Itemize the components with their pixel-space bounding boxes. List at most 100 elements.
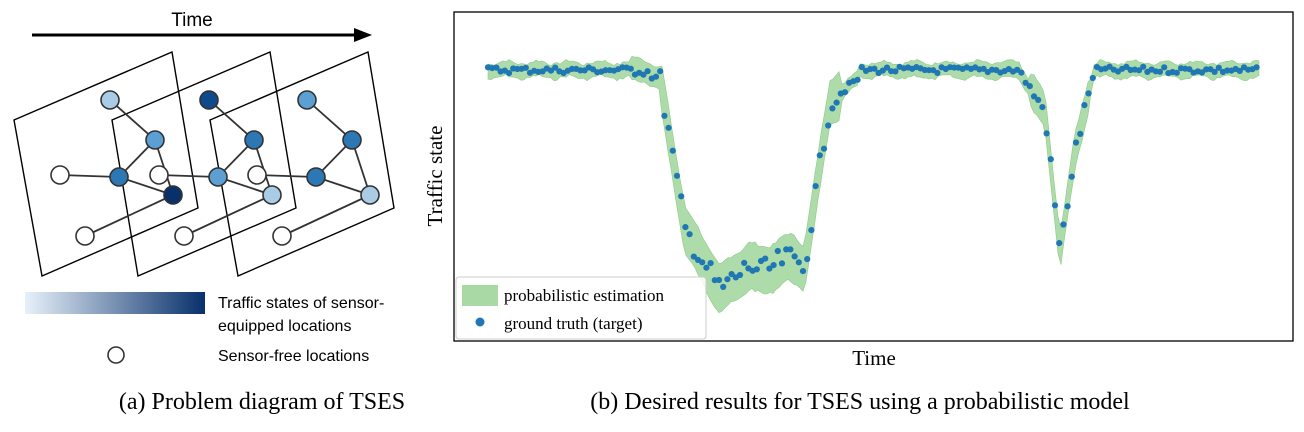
sensor-free-node	[272, 226, 292, 246]
ground-truth-point	[673, 172, 681, 179]
sensor-equipped-node	[360, 185, 380, 205]
time-arrow-head	[354, 28, 372, 42]
sensor-free-node	[50, 165, 70, 185]
ground-truth-point	[640, 71, 647, 78]
ground-truth-point	[1186, 66, 1193, 73]
sensor-equipped-node	[342, 130, 362, 150]
sensor-free-node	[75, 226, 95, 246]
sensor-equipped-node	[244, 130, 264, 150]
ground-truth-point	[741, 259, 748, 266]
ground-truth-point	[678, 193, 685, 200]
problem-diagram-svg: Time Traffic states of sensor- equipped …	[13, 10, 405, 415]
caption-b: (b) Desired results for TSES using a pro…	[590, 389, 1130, 415]
sensor-equipped-node	[306, 167, 326, 187]
ground-truth-point	[1253, 64, 1260, 71]
ground-truth-point	[799, 268, 807, 275]
ground-truth-point	[829, 105, 836, 112]
sensor-free-legend-marker	[107, 346, 125, 364]
sensor-equipped-node	[262, 185, 282, 205]
ground-truth-point	[871, 65, 878, 72]
probabilistic-estimation-band	[487, 55, 1260, 313]
ground-truth-point	[736, 271, 744, 279]
ground-truth-point	[820, 145, 828, 152]
legend-box	[455, 276, 707, 340]
traffic-state-gradient-bar	[25, 292, 205, 314]
ground-truth-point	[1018, 69, 1025, 76]
ground-truth-point	[1068, 173, 1075, 180]
ground-truth-point	[833, 99, 840, 106]
graph-edge	[59, 174, 120, 178]
panel-a-problem-diagram: Time Traffic states of sensor- equipped …	[0, 0, 440, 427]
ground-truth-point	[804, 256, 811, 263]
ground-truth-point	[505, 70, 513, 77]
ground-truth-point	[1135, 67, 1143, 74]
ground-truth-point	[762, 255, 769, 262]
ground-truth-point	[753, 266, 760, 273]
ground-truth-point	[1173, 69, 1180, 76]
ground-truth-point	[854, 76, 861, 83]
ground-truth-point	[682, 224, 689, 231]
graph-edge	[183, 194, 273, 237]
ground-truth-point	[661, 112, 668, 119]
ground-truth-point	[657, 68, 664, 75]
sensor-equipped-node	[199, 90, 219, 110]
ground-truth-point	[1030, 93, 1038, 100]
ground-truth-point	[552, 64, 559, 71]
ground-truth-point	[795, 259, 802, 266]
graph-nodes	[50, 90, 380, 246]
y-axis-label: Traffic state	[423, 126, 447, 227]
gradient-label-line1: Traffic states of sensor-	[218, 295, 384, 312]
sensor-free-node	[174, 226, 194, 246]
ground-truth-point	[774, 247, 781, 255]
ground-truth-point	[1236, 67, 1243, 74]
ground-truth-point	[1047, 156, 1054, 163]
ground-truth-point	[627, 65, 634, 72]
ground-truth-point	[1140, 63, 1147, 70]
time-arrow-label: Time	[171, 10, 213, 31]
time-frame-1	[13, 51, 199, 277]
graph-edge	[158, 174, 219, 178]
ground-truth-point	[808, 227, 815, 234]
ground-truth-point	[686, 231, 693, 238]
caption-a: (a) Problem diagram of TSES	[119, 389, 405, 415]
ground-truth-point	[1060, 221, 1067, 228]
ground-truth-point	[720, 283, 727, 290]
estimation-chart-svg: probabilistic estimation ground truth (t…	[423, 11, 1294, 415]
ground-truth-point	[1089, 74, 1096, 82]
sensor-free-label: Sensor-free locations	[218, 348, 369, 365]
sensor-equipped-node	[100, 90, 120, 110]
ground-truth-point	[652, 73, 660, 80]
ground-truth-point	[665, 124, 672, 131]
ground-truth-point	[669, 147, 676, 154]
time-frame-2	[111, 51, 297, 277]
legend-point-marker	[475, 317, 485, 327]
ground-truth-point	[644, 68, 651, 75]
ground-truth-point	[1081, 102, 1088, 109]
graph-edge	[281, 194, 371, 237]
ground-truth-point	[766, 265, 773, 272]
ground-truth-point	[1026, 83, 1033, 90]
ground-truth-point	[816, 152, 823, 159]
ground-truth-point	[787, 246, 794, 253]
panel-b-chart: probabilistic estimation ground truth (t…	[420, 0, 1304, 427]
x-axis-label: Time	[852, 346, 896, 370]
chart-legend: probabilistic estimation ground truth (t…	[455, 276, 707, 340]
sensor-equipped-node	[145, 130, 165, 150]
ground-truth-point	[778, 260, 786, 267]
ground-truth-point	[1022, 79, 1029, 86]
sensor-equipped-node	[297, 90, 317, 110]
ground-truth-point	[493, 64, 500, 71]
ground-truth-point	[522, 64, 529, 71]
ground-truth-point	[1215, 64, 1222, 71]
ground-truth-point	[858, 64, 865, 71]
graph-edge	[256, 174, 317, 178]
ground-truth-point	[1085, 90, 1092, 97]
ground-truth-point	[1051, 202, 1059, 209]
time-frame-3	[209, 51, 395, 277]
ground-truth-point	[825, 122, 832, 129]
ground-truth-point	[707, 260, 714, 267]
ground-truth-point	[1161, 64, 1168, 71]
legend-band-swatch	[462, 285, 498, 306]
sensor-equipped-node	[163, 185, 183, 205]
graph-edge	[109, 99, 156, 141]
